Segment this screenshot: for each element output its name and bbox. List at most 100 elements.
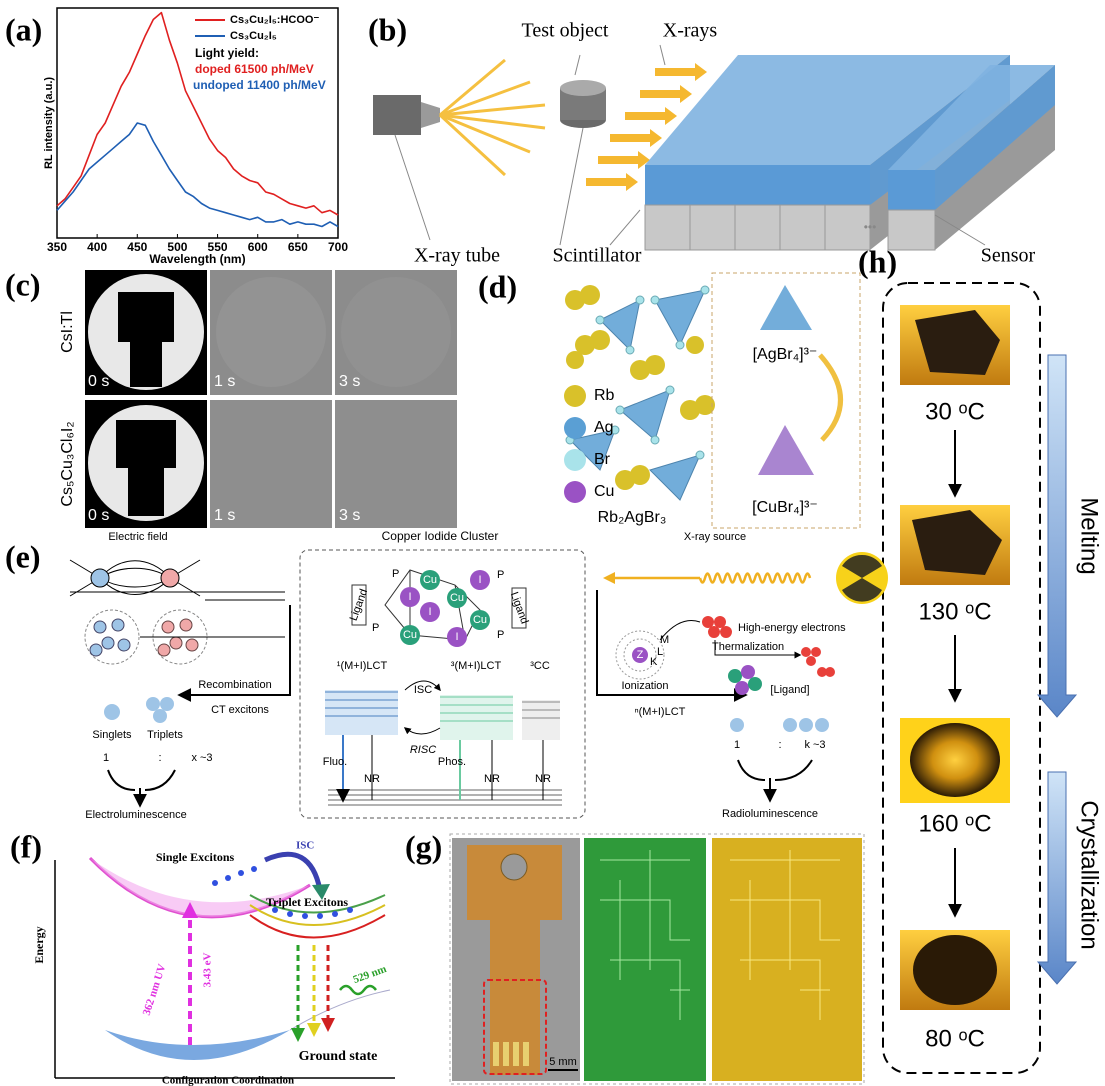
sensor-pixels <box>689 205 826 250</box>
frame <box>882 282 1041 1074</box>
level-band <box>325 690 398 735</box>
risc-arrow <box>403 727 441 735</box>
nr-arrows <box>371 735 544 800</box>
formula: Rb₂AgBr₃ <box>598 509 667 526</box>
series-line <box>56 11 339 216</box>
label: CT excitons <box>211 704 269 716</box>
isc-arrow <box>404 680 441 692</box>
atom-nucleus <box>632 647 648 663</box>
level-label: ¹(M+I)LCT <box>337 660 388 672</box>
process-label: Melting <box>1076 497 1103 574</box>
tube <box>373 95 421 135</box>
crystal <box>915 310 1000 375</box>
label: NR <box>484 773 500 785</box>
label: [Ligand] <box>770 684 809 696</box>
label: Phos. <box>438 756 466 768</box>
ellipsis: ••• <box>864 220 877 234</box>
atom-label: P <box>497 569 504 581</box>
label: Triplet Excitons <box>266 895 348 909</box>
label: Copper Iodide Cluster <box>382 529 499 543</box>
legend: Cs₃Cu₂I₅:HCOO⁻ Cs₃Cu₂I₅ Light yield: doped … <box>193 14 326 92</box>
shell-label: L <box>657 646 663 658</box>
x-tick-label: 700 <box>328 240 348 254</box>
label: X-ray source <box>684 531 746 543</box>
ratio: k ~3 <box>804 739 825 751</box>
legend-swatch <box>564 385 586 407</box>
x-tick-label: 550 <box>208 240 228 254</box>
level-label: ³CC <box>530 660 550 672</box>
melting-panel: 30 ᵒC 130 ᵒC 160 ᵒC 80 ᵒC Melting Crysta… <box>882 282 1103 1074</box>
atom-label: Cu <box>450 592 464 604</box>
arrowhead <box>321 1018 335 1032</box>
label: Electric field <box>108 531 167 543</box>
atom-label: Cu <box>473 614 487 626</box>
atom-label: P <box>497 629 504 641</box>
x-tick-label: 650 <box>288 240 308 254</box>
label: 529 nm <box>352 963 389 986</box>
el-arrow <box>107 769 176 805</box>
circuit-traces <box>730 850 840 1020</box>
temperature: 130 ᵒC <box>918 598 991 625</box>
atom-shell <box>615 630 665 680</box>
x-tick-label: 400 <box>87 240 107 254</box>
scale-label: 5 mm <box>549 1056 577 1068</box>
frame-label: 1 s <box>214 507 235 524</box>
triplet-icons <box>783 718 829 732</box>
axes <box>54 860 395 1079</box>
rl-path <box>596 590 748 702</box>
scintillator-front <box>645 165 870 205</box>
atom-label: Cu <box>403 629 417 641</box>
crystal <box>912 510 1002 575</box>
label: NR <box>364 773 380 785</box>
atom-label: Cu <box>423 574 437 586</box>
label: Sensor <box>981 245 1036 267</box>
exciton-dots <box>212 866 353 919</box>
crystallization-arrow <box>1036 771 1078 985</box>
label: Test object <box>522 20 609 42</box>
frame-label: 1 s <box>214 373 235 390</box>
triplet-curve <box>249 914 386 939</box>
y-axis-label: RL intensity (a.u.) <box>43 77 55 169</box>
label: Singlets <box>92 729 132 741</box>
xray-images: 0 s 1 s 3 s 0 s 1 s 3 s CsI:Tl Cs₅Cu₃Cl₆… <box>59 270 457 528</box>
ag-tetrahedron <box>760 285 812 330</box>
positive-charge <box>90 568 110 588</box>
x-tick-label: 600 <box>248 240 268 254</box>
atom-label: P <box>392 568 399 580</box>
rb-atoms <box>565 285 715 490</box>
triplet-icons <box>146 697 174 723</box>
atom-label: I <box>428 606 431 618</box>
frame <box>449 833 865 1085</box>
frame-label: 0 s <box>88 507 109 524</box>
label: ISC <box>296 840 314 852</box>
xray-arrowhead <box>603 572 615 584</box>
legend-swatch <box>564 417 586 439</box>
legend-label: Cu <box>594 483 614 500</box>
ratio: 1 <box>103 752 109 764</box>
ratio: : <box>778 739 781 751</box>
sensor-front <box>644 204 871 251</box>
atom-label: P <box>372 622 379 634</box>
panel-label: (d) <box>478 268 517 304</box>
label: Recombination <box>198 679 271 691</box>
isc-arrow <box>263 851 323 891</box>
plot-frame <box>56 7 339 239</box>
small-cluster <box>728 665 762 695</box>
label: ⁿ(M+I)LCT <box>635 706 686 718</box>
arrowhead <box>182 902 198 918</box>
temperature: 160 ᵒC <box>918 810 991 837</box>
rays <box>438 58 546 177</box>
label: Electroluminescence <box>85 809 187 821</box>
hole-cloud <box>84 609 140 665</box>
sensor-front <box>887 209 936 251</box>
recombination-arrow <box>177 605 291 702</box>
annotation: doped 61500 ph/MeV <box>195 62 314 76</box>
xray-wave <box>698 572 812 584</box>
frame-label: 3 s <box>339 507 360 524</box>
cluster-atoms <box>400 570 490 647</box>
label: 362 nm UV <box>141 963 169 1017</box>
triplet-curve <box>249 894 386 914</box>
ligand-box <box>351 584 367 626</box>
label: Fluo. <box>323 756 347 768</box>
